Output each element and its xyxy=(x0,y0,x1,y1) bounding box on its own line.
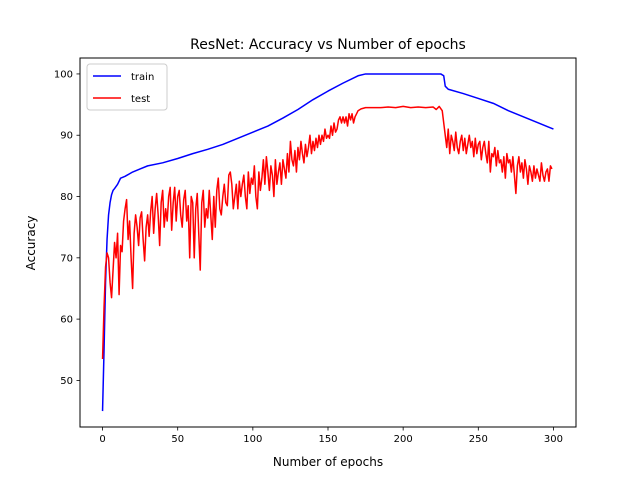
y-tick-label: 80 xyxy=(60,192,73,203)
series-line-test xyxy=(101,105,553,359)
y-tick-label: 90 xyxy=(60,131,73,142)
y-tick-label: 100 xyxy=(54,69,73,80)
y-tick-label: 50 xyxy=(60,376,73,387)
x-axis-ticks: 0 50 100 150 200 250 300 xyxy=(99,427,563,445)
x-tick-label: 0 xyxy=(99,434,105,445)
x-tick-label: 250 xyxy=(469,434,488,445)
legend-box xyxy=(86,63,168,111)
legend-label-test: test xyxy=(131,94,150,105)
series-layer xyxy=(101,73,554,412)
y-tick-label: 60 xyxy=(60,315,73,326)
series-line-train xyxy=(101,73,554,412)
x-tick-label: 100 xyxy=(243,434,262,445)
x-axis-label: Number of epochs xyxy=(273,455,383,469)
x-tick-label: 50 xyxy=(171,434,184,445)
x-tick-label: 200 xyxy=(394,434,413,445)
y-tick-label: 70 xyxy=(60,253,73,264)
legend: train test xyxy=(86,63,168,111)
y-axis-label: Accuracy xyxy=(24,216,38,271)
legend-label-train: train xyxy=(131,72,154,83)
chart-title: ResNet: Accuracy vs Number of epochs xyxy=(190,37,466,53)
x-tick-label: 150 xyxy=(318,434,337,445)
x-tick-label: 300 xyxy=(544,434,563,445)
y-axis-ticks: 50 60 70 80 90 100 xyxy=(54,69,80,387)
